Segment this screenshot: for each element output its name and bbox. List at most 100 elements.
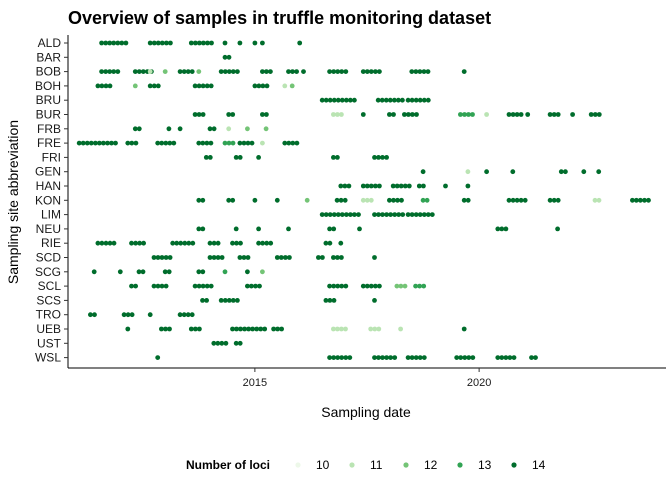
- data-point-bob: [235, 69, 240, 74]
- data-point-ust: [233, 340, 239, 346]
- data-point-ald: [155, 40, 161, 46]
- data-point-fre: [226, 140, 232, 146]
- data-point-bob: [461, 69, 467, 74]
- data-point-lim: [323, 212, 329, 218]
- data-point-ust: [215, 340, 221, 346]
- data-point-han: [360, 183, 366, 189]
- data-point-rie: [264, 240, 270, 246]
- data-point-ueb: [197, 326, 202, 332]
- data-point-kon: [424, 197, 430, 203]
- data-point-bur: [458, 112, 463, 117]
- data-point-bob: [132, 69, 138, 74]
- data-point-fri: [256, 155, 261, 160]
- data-point-fre: [159, 140, 165, 146]
- data-point-lim: [348, 212, 353, 218]
- data-point-scd: [211, 255, 217, 260]
- data-point-frb: [132, 126, 138, 132]
- data-point-boh: [252, 83, 258, 89]
- legend-label-10: 10: [316, 458, 330, 472]
- data-point-lim: [376, 212, 381, 218]
- data-point-gen: [558, 169, 564, 175]
- data-point-scl: [364, 283, 370, 289]
- data-point-fri: [380, 155, 385, 160]
- data-point-bru: [379, 97, 385, 103]
- x-tick-label: 2015: [243, 377, 267, 389]
- data-point-fre: [230, 140, 236, 146]
- data-point-fre: [97, 140, 102, 146]
- data-point-bur: [196, 112, 202, 117]
- data-point-fre: [101, 140, 106, 146]
- data-point-bur: [462, 112, 467, 117]
- data-point-kon: [465, 197, 471, 203]
- data-point-bob: [268, 69, 273, 74]
- data-point-scl: [417, 283, 422, 289]
- data-point-scl: [413, 283, 418, 289]
- data-point-bob: [377, 69, 382, 74]
- data-point-boh: [208, 83, 214, 89]
- data-point-rie: [338, 240, 344, 246]
- data-point-wsl: [507, 355, 513, 360]
- data-point-bur: [331, 112, 336, 117]
- data-point-bob: [222, 69, 228, 74]
- data-point-rie: [137, 240, 143, 246]
- data-points: [76, 40, 651, 360]
- data-point-ueb: [242, 326, 248, 332]
- data-point-han: [368, 183, 374, 189]
- data-point-wsl: [155, 355, 161, 360]
- data-point-rie: [95, 240, 101, 246]
- data-point-bob: [230, 69, 236, 74]
- data-point-ueb: [279, 326, 284, 332]
- data-point-wsl: [529, 355, 534, 360]
- data-point-scd: [372, 255, 377, 260]
- legend-title: Number of loci: [186, 458, 270, 472]
- data-point-scd: [163, 255, 169, 260]
- data-point-bur: [414, 112, 419, 117]
- data-point-scl: [163, 283, 169, 289]
- data-point-scl: [196, 283, 202, 289]
- data-point-bur: [466, 112, 471, 117]
- data-point-ald: [111, 40, 117, 46]
- data-point-rie: [260, 240, 265, 246]
- data-point-bur: [410, 112, 415, 117]
- data-point-wsl: [417, 355, 423, 360]
- data-point-frb: [226, 126, 232, 132]
- legend: Number of loci 10 11 12 13 14: [186, 458, 546, 472]
- data-point-scl: [257, 283, 262, 289]
- data-point-bru: [335, 97, 341, 103]
- data-point-han: [346, 183, 352, 189]
- data-point-rie: [234, 240, 239, 246]
- y-tick-label: UEB: [36, 322, 61, 336]
- data-point-tro: [125, 312, 131, 318]
- data-point-scs: [218, 298, 224, 303]
- data-point-bob: [421, 69, 427, 74]
- data-point-kon: [638, 197, 643, 203]
- data-point-bur: [387, 112, 392, 117]
- data-point-scg: [162, 269, 168, 275]
- data-point-scs: [222, 298, 228, 303]
- data-point-bur: [260, 112, 265, 117]
- data-point-ueb: [254, 326, 260, 332]
- data-point-neu: [286, 226, 291, 232]
- data-point-bob: [294, 69, 299, 74]
- data-point-scl: [360, 283, 366, 289]
- data-point-bob: [107, 69, 113, 74]
- data-point-wsl: [392, 355, 398, 360]
- data-point-fre: [88, 140, 94, 146]
- data-point-han: [394, 183, 400, 189]
- data-point-ueb: [331, 326, 336, 332]
- data-point-rie: [190, 240, 196, 246]
- data-point-rie: [327, 240, 333, 246]
- data-point-scd: [155, 255, 161, 260]
- data-point-boh: [256, 83, 262, 89]
- data-point-tro: [177, 312, 183, 318]
- data-point-lim: [425, 212, 431, 218]
- data-point-kon: [226, 197, 232, 203]
- y-tick-label: KON: [35, 193, 61, 207]
- data-point-scl: [208, 283, 214, 289]
- data-point-wsl: [380, 355, 385, 360]
- data-point-lim: [392, 212, 398, 218]
- y-tick-label: FRB: [37, 122, 61, 136]
- data-point-bur: [470, 112, 475, 117]
- data-point-fre: [155, 140, 161, 146]
- data-point-scl: [129, 283, 134, 289]
